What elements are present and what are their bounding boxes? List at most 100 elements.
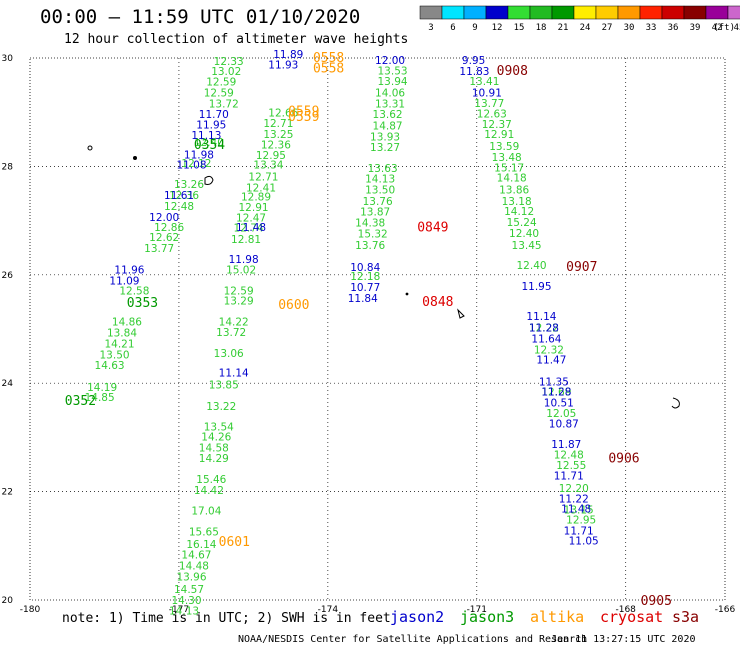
time-label: 0558 (313, 51, 344, 66)
map-grid (29, 57, 726, 601)
swh-point-jason3: 13.59 (489, 141, 519, 153)
swh-point-jason3: 12.47 (236, 213, 266, 225)
plot-frame (29, 57, 726, 601)
colorbar-tick-label: 12 (492, 23, 503, 33)
swh-point-jason2: 11.71 (554, 471, 584, 483)
swh-point-jason3: 13.87 (360, 207, 390, 219)
swh-point-jason2: 11.47 (536, 355, 566, 367)
swh-point-jason3: 13.84 (107, 328, 137, 340)
swh-point-jason3: 12.18 (350, 271, 380, 283)
colorbar-tick-label: 39 (690, 23, 701, 33)
swh-point-jason3: 13.34 (253, 160, 283, 172)
swh-point-jason3: 13.48 (492, 152, 522, 164)
swh-point-jason3: 15.17 (494, 162, 524, 174)
swh-point-jason3: 14.58 (199, 442, 229, 454)
colorbar-swatch (705, 5, 729, 20)
swh-point-jason3: 12.59 (224, 285, 254, 297)
swh-point-jason2: 11.95 (521, 281, 551, 293)
swh-point-jason3: 12.91 (239, 202, 269, 214)
swh-point-jason3: 14.18 (497, 173, 527, 185)
y-tick-label: 30 (2, 54, 14, 64)
colorbar: 36912151821242730333639424570(ft) (419, 5, 740, 33)
swh-point-jason2: 11.87 (551, 439, 581, 451)
swh-point-jason2: 10.77 (350, 282, 380, 294)
colorbar-tick-label: 6 (450, 23, 455, 33)
swh-point-jason3: 12.95 (256, 150, 286, 162)
swh-point-jason3: 12.66 (268, 108, 298, 120)
colorbar-tick-label: 3 (428, 23, 433, 33)
swh-point-jason2: 11.98 (229, 254, 259, 266)
colorbar-tick-label: 9 (472, 23, 477, 33)
colorbar-swatch (463, 5, 487, 20)
swh-point-jason2: 10.51 (544, 398, 574, 410)
time-label: 0354 (194, 138, 225, 153)
swh-point-jason3: 14.57 (174, 584, 204, 596)
time-label: 0559 (288, 104, 319, 119)
swh-point-jason3: 12.69 (541, 387, 571, 399)
island-marker (87, 145, 93, 151)
swh-point-jason3: 12.55 (556, 460, 586, 472)
swh-point-jason3: 13.22 (206, 401, 236, 413)
colorbar-swatch (573, 5, 597, 20)
legend-jason3: jason3 (460, 608, 515, 626)
colorbar-tick-label: 24 (580, 23, 591, 33)
time-label: 0601 (219, 535, 250, 550)
swh-point-jason3: 14.21 (104, 338, 134, 350)
colorbar-swatch (595, 5, 619, 20)
swh-point-jason3: 15.65 (189, 527, 219, 539)
swh-point-jason3: 14.67 (181, 549, 211, 561)
swh-point-jason3: 14.87 (373, 121, 403, 133)
colorbar-tick-label: 45 (734, 23, 740, 33)
colorbar-swatch (683, 5, 707, 20)
colorbar-swatch (727, 5, 740, 20)
colorbar-tick-label: 21 (558, 23, 569, 33)
swh-point-jason3: 13.77 (474, 98, 504, 110)
swh-point-jason3: 12.71 (263, 118, 293, 130)
swh-point-jason3: 14.13 (169, 606, 199, 618)
time-label: 0352 (65, 394, 96, 409)
swh-point-jason3: 14.29 (199, 453, 229, 465)
swh-point-jason3: 12.48 (554, 450, 584, 462)
swh-point-jason2: 11.84 (348, 293, 378, 305)
colorbar-tick-label: 15 (514, 23, 525, 33)
swh-point-jason2: 11.28 (529, 323, 559, 335)
swh-point-jason3: 14.63 (95, 360, 125, 372)
swh-point-jason3: 17.04 (191, 505, 221, 517)
swh-point-jason3: 15.46 (196, 474, 226, 486)
page-title: 00:00 – 11:59 UTC 01/10/2020 (40, 6, 361, 28)
swh-point-jason3: 12.48 (164, 201, 194, 213)
swh-point-jason3: 13.31 (375, 98, 405, 110)
colorbar-tick-label: 36 (668, 23, 679, 33)
swh-point-jason3: 14.38 (355, 218, 385, 230)
time-label: 0906 (608, 451, 639, 466)
swh-point-jason3: 12.62 (149, 232, 179, 244)
x-tick-label: -168 (615, 605, 636, 615)
island-marker (204, 175, 214, 185)
colorbar-swatch (617, 5, 641, 20)
y-tick-label: 20 (2, 596, 14, 606)
swh-point-jason2: 11.89 (273, 49, 303, 61)
swh-point-jason3: 14.22 (219, 317, 249, 329)
time-label: 0905 (641, 594, 672, 609)
swh-point-jason3: 14.06 (375, 87, 405, 99)
colorbar-tick-label: 42 (712, 23, 723, 33)
colorbar-swatch (485, 5, 509, 20)
swh-point-jason2: 11.28 (541, 387, 571, 399)
swh-point-jason3: 12.58 (119, 285, 149, 297)
swh-point-jason3: 13.62 (373, 109, 403, 121)
legend-jason2: jason2 (390, 608, 445, 626)
page-subtitle: 12 hour collection of altimeter wave hei… (64, 32, 409, 47)
swh-point-jason2: 11.98 (184, 149, 214, 161)
swh-point-jason3: 13.15 (564, 504, 594, 516)
swh-point-jason3: 12.20 (559, 483, 589, 495)
swh-point-jason3: 13.26 (174, 179, 204, 191)
swh-point-jason3: 14.12 (504, 206, 534, 218)
swh-point-jason3: 13.86 (499, 185, 529, 197)
swh-point-jason3: 12.91 (484, 129, 514, 141)
swh-point-jason3: 14.13 (365, 174, 395, 186)
swh-point-jason3: 13.02 (211, 66, 241, 78)
swh-point-jason3: 12.74 (234, 222, 264, 234)
time-label: 0353 (127, 296, 158, 311)
swh-point-jason3: 12.36 (261, 140, 291, 152)
